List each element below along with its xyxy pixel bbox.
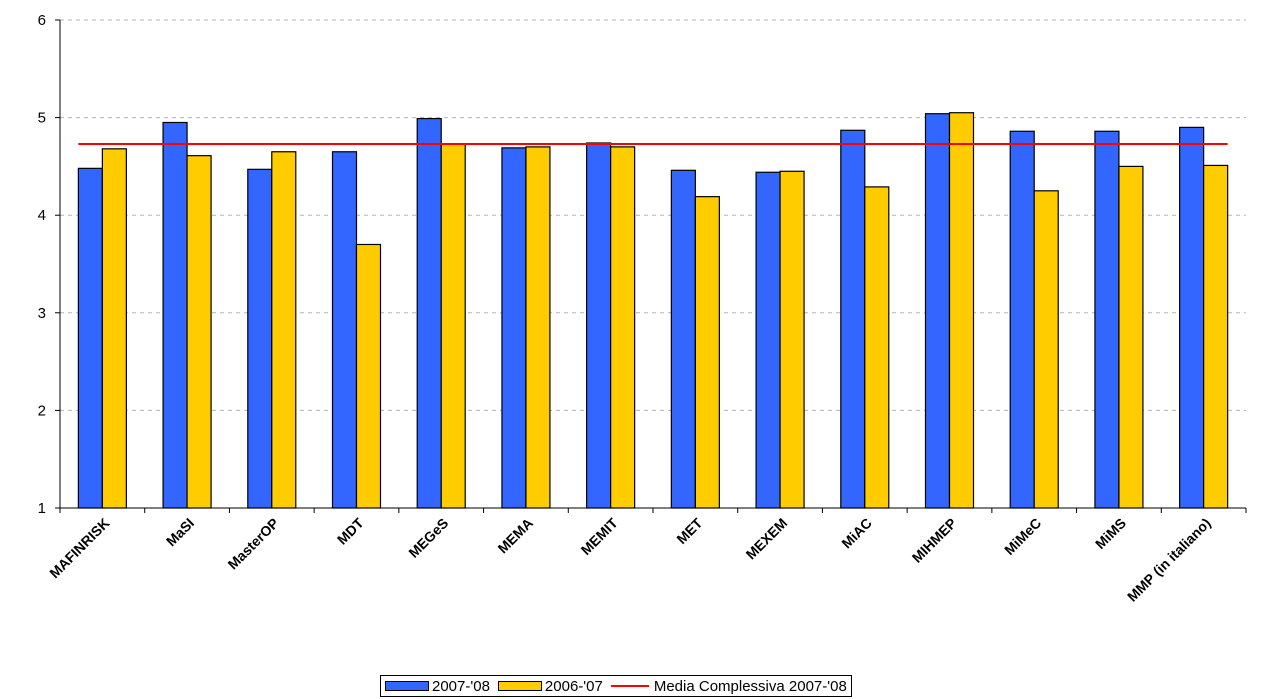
bar-series-1 [1179,126,1205,509]
x-category-label: MEGeS [405,515,451,561]
bar-chart: 1 2 3 4 5 6 MAFINRISK MaSI MasterOP MDT MEGeS MEMA… [38,12,1247,605]
bar-series-1 [501,147,527,509]
bar-series-1 [331,151,358,509]
bar-series-1 [416,117,442,509]
bar-series-2 [271,151,297,509]
legend-swatch-series-1 [385,681,429,691]
x-category-label: MDT [334,514,367,547]
bar-series-1 [670,169,696,509]
y-tick-label: 6 [38,12,46,29]
x-category-label: MIHMEP [909,515,960,566]
bar-series-2 [1118,165,1144,509]
bar-series-2 [1203,164,1229,509]
x-category-label: MAFINRISK [46,515,112,581]
bar-series-2 [440,143,466,509]
bar-series-1 [77,167,103,509]
legend-swatch-series-2 [497,681,542,691]
bar-series-2 [1033,190,1059,509]
y-axis: 1 2 3 4 5 6 [38,12,61,517]
legend-item-series-1: 2007-'08 [385,678,490,695]
y-tick-label: 3 [38,305,46,322]
legend-label-series-2: 2006-'07 [544,677,603,695]
x-category-label: MasterOP [224,515,282,573]
bars [77,112,1229,509]
x-category-label: MET [673,514,706,547]
x-category-label: MaSI [163,515,197,549]
y-tick-label: 4 [38,207,46,224]
x-category-label: MiMS [1092,515,1129,552]
bar-series-2 [864,186,890,509]
x-axis: MAFINRISK MaSI MasterOP MDT MEGeS MEMA MEMIT ME… [46,507,1247,605]
bar-series-1 [1009,130,1035,509]
bar-series-2 [101,148,127,509]
x-category-label: MMP (in italiano) [1124,515,1214,605]
bar-series-2 [779,170,805,509]
legend-item-series-2: 2006-'07 [497,677,603,695]
y-tick-label: 1 [38,500,46,517]
legend-swatch-average [610,685,649,687]
bar-series-1 [755,171,781,509]
bar-series-2 [186,155,212,509]
bar-series-1 [162,121,188,509]
bar-series-1 [924,113,951,509]
legend: 2007-'08 2006-'07 Media Complessiva 2007… [380,675,852,697]
x-category-label: MEXEM [743,515,791,563]
bar-series-1 [1094,130,1120,509]
x-category-label: MEMA [494,515,536,557]
bar-series-1 [586,142,612,509]
legend-label-series-1: 2007-'08 [432,677,490,695]
x-category-label: MEMIT [578,514,622,558]
y-tick-label: 5 [38,110,46,127]
bar-series-2 [610,146,636,509]
bar-series-2 [355,243,382,509]
x-category-label: MiMeC [1001,515,1044,558]
legend-item-average: Media Complessiva 2007-'08 [610,677,847,695]
legend-label-average: Media Complessiva 2007-'08 [653,677,847,695]
bar-series-2 [525,146,551,509]
y-tick-label: 2 [38,402,46,419]
bar-series-1 [247,168,273,509]
grid-lines [60,19,1246,411]
bar-series-2 [948,112,975,509]
x-category-label: MiAC [838,515,875,552]
bar-series-1 [840,129,866,509]
bar-series-2 [694,196,720,509]
